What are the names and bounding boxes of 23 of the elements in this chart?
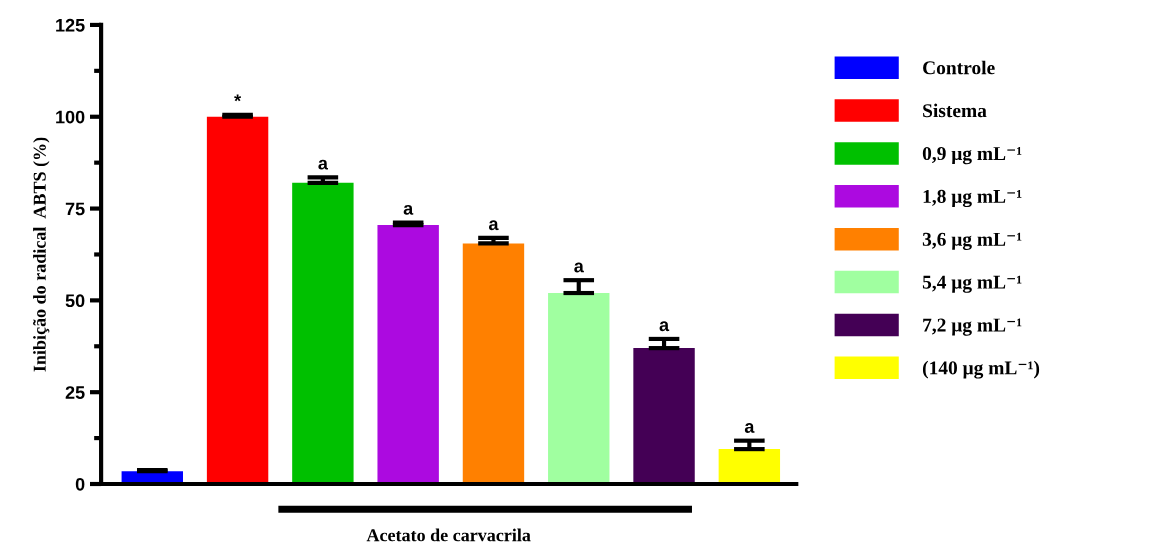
y-tick-label: 100 [56, 110, 85, 124]
legend-label: 3,6 μg mL⁻¹ [922, 232, 1022, 250]
y-tick-label: 75 [65, 202, 85, 216]
annotation: a [744, 423, 755, 433]
y-tick-label: 25 [65, 386, 85, 399]
annotation: a [318, 159, 329, 170]
annotation: a [659, 321, 670, 332]
y-tick-label: 0 [75, 477, 85, 491]
annotation: a [488, 220, 499, 231]
annotation: * [234, 94, 242, 102]
legend-label: 1,8 μg mL⁻¹ [923, 189, 1022, 208]
annotation: a [574, 262, 584, 273]
text: Acetato de carvacrila [366, 528, 531, 542]
legend-label: Sistema [923, 103, 987, 118]
legend-label: 0,9 μg mL⁻¹ [922, 146, 1022, 165]
legend-label: Controle [923, 60, 995, 75]
y-axis-title: Inibição do radical ABTS (%) [33, 137, 50, 372]
legend-label: (140 μg mL⁻¹) [922, 360, 1040, 379]
y-tick-label: 50 [65, 294, 85, 308]
legend-label: 7,2 μg mL⁻¹ [923, 318, 1022, 336]
legend-label: 5,4 μg mL⁻¹ [922, 275, 1022, 293]
y-tick-label: 125 [56, 18, 85, 32]
annotation: a [403, 204, 414, 215]
